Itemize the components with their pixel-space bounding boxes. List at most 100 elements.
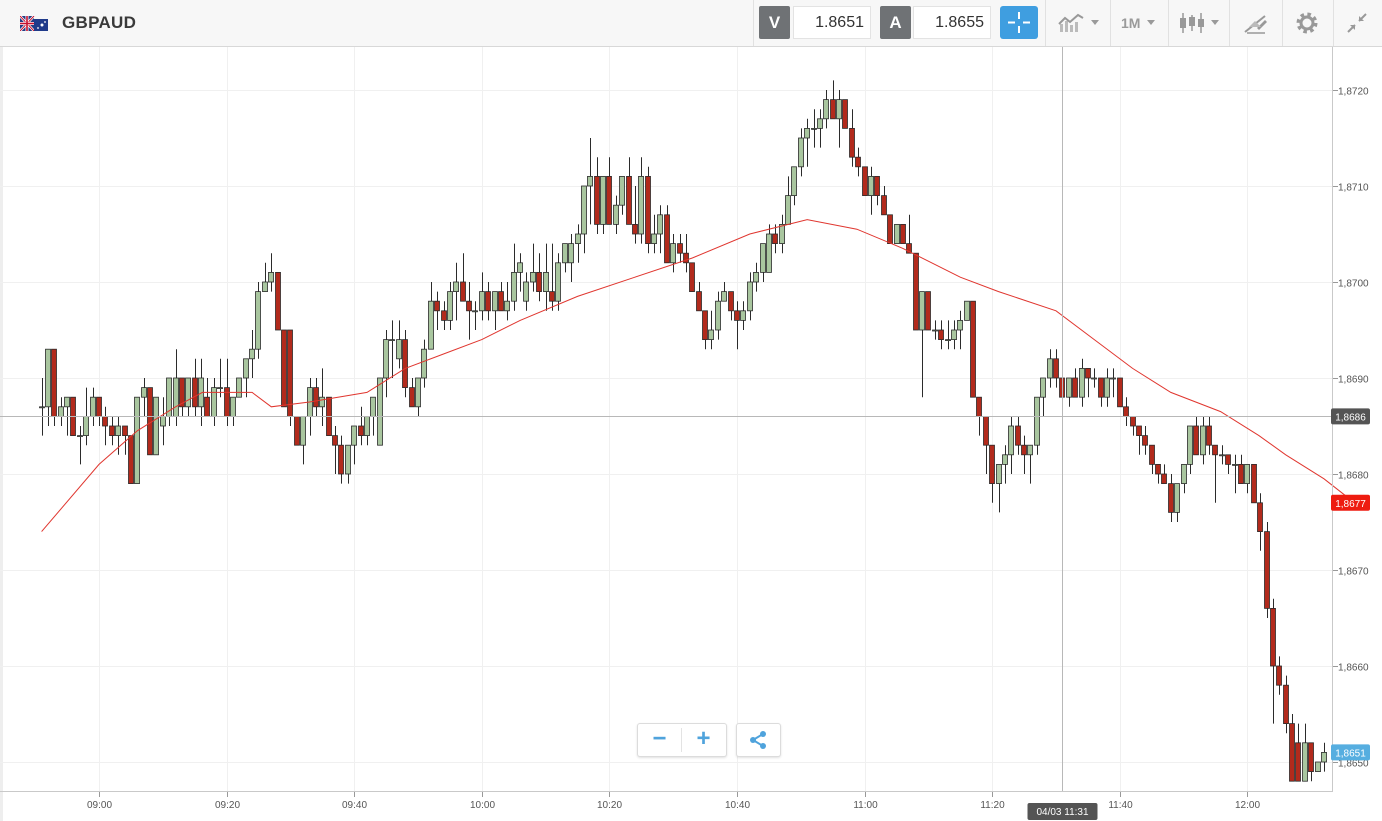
chart-type-icon xyxy=(1058,13,1084,32)
crosshair-time-tag xyxy=(1027,803,1098,820)
divider xyxy=(1333,0,1334,46)
candle-down xyxy=(1136,425,1142,436)
sell-price[interactable]: 1.8651 xyxy=(793,6,871,39)
candle-up xyxy=(657,214,663,235)
candle-up xyxy=(345,444,351,475)
candle-down xyxy=(332,435,338,446)
candle-down xyxy=(1142,435,1148,446)
candle-up xyxy=(785,195,791,225)
candle-up xyxy=(721,291,727,302)
price-tick-label: 1,8660 xyxy=(1338,663,1369,674)
sell-label[interactable]: V xyxy=(759,6,790,39)
candle-down xyxy=(1283,684,1289,725)
candle-up xyxy=(530,271,536,283)
settings-button[interactable] xyxy=(1284,0,1332,46)
candle-down xyxy=(689,262,695,293)
candle-down xyxy=(409,387,415,408)
candle-down xyxy=(1123,406,1129,417)
candle-down xyxy=(1021,444,1027,456)
crosshair-button[interactable] xyxy=(1000,6,1038,39)
candle-up xyxy=(1027,444,1033,456)
candle-down xyxy=(1308,742,1314,772)
candle-up xyxy=(447,291,453,321)
candle-up xyxy=(779,223,785,244)
candle-up xyxy=(543,271,549,292)
price-tick-label: 1,8700 xyxy=(1338,279,1369,290)
zoom-in-button[interactable]: + xyxy=(696,725,711,752)
candle-up xyxy=(39,406,45,409)
candle-up xyxy=(1315,761,1321,772)
candles-button[interactable] xyxy=(1170,0,1228,46)
candle-down xyxy=(102,415,108,427)
candle-down xyxy=(1289,723,1295,782)
zoom-out-button[interactable]: − xyxy=(652,725,667,752)
candle-down xyxy=(338,444,344,475)
candle-down xyxy=(874,175,880,196)
candle-down xyxy=(1015,425,1021,446)
candle-up xyxy=(1002,454,1008,465)
divider xyxy=(1045,0,1046,46)
candle-up xyxy=(1244,463,1250,484)
crosshair-price-tag-label: 1,8686 xyxy=(1335,412,1366,423)
divider xyxy=(1110,0,1111,46)
candle-down xyxy=(1168,483,1174,513)
candle-down xyxy=(702,310,708,340)
candle-up xyxy=(951,329,957,340)
candle-up xyxy=(868,175,874,196)
candle-up xyxy=(77,435,83,438)
candle-down xyxy=(606,175,612,225)
chart-type-button[interactable] xyxy=(1050,0,1110,46)
candle-down xyxy=(275,271,281,331)
candle-down xyxy=(1130,415,1136,427)
candle-up xyxy=(1302,742,1308,782)
candle-up xyxy=(619,175,625,206)
candle-up xyxy=(894,223,900,244)
timeframe-button[interactable]: 1M xyxy=(1112,0,1167,46)
candle-down xyxy=(1212,444,1218,456)
candle-up xyxy=(1104,377,1110,398)
candle-up xyxy=(134,396,140,485)
candle-down xyxy=(179,377,185,408)
divider xyxy=(753,0,754,46)
candle-down xyxy=(830,99,836,120)
draw-button[interactable] xyxy=(1231,0,1281,46)
candle-down xyxy=(1264,531,1270,609)
collapse-button[interactable] xyxy=(1335,0,1381,46)
left-edge xyxy=(0,47,3,821)
candle-down xyxy=(122,425,128,436)
candle-down xyxy=(983,415,989,446)
share-button[interactable] xyxy=(736,723,781,757)
candle-up xyxy=(747,281,753,312)
candle-up xyxy=(1321,752,1327,763)
candle-up xyxy=(575,233,581,244)
candle-down xyxy=(1251,463,1257,504)
divider xyxy=(1282,0,1283,46)
candle-down xyxy=(498,291,504,312)
candle-up xyxy=(351,425,357,446)
buy-label[interactable]: A xyxy=(880,6,911,39)
price-chart[interactable]: 1,87201,87101,87001,86901,86801,86701,86… xyxy=(0,47,1382,821)
candle-up xyxy=(370,396,376,417)
candle-down xyxy=(696,291,702,312)
candle-down xyxy=(772,233,778,244)
buy-price[interactable]: 1.8655 xyxy=(913,6,991,39)
candle-down xyxy=(976,396,982,417)
candle-up xyxy=(1040,377,1046,398)
candle-down xyxy=(192,377,198,408)
candle-down xyxy=(728,291,734,312)
candle-down xyxy=(313,387,319,408)
collapse-icon xyxy=(1347,13,1367,33)
candle-up xyxy=(1047,358,1053,379)
candle-down xyxy=(734,310,740,321)
candle-up xyxy=(64,396,70,408)
candle-up xyxy=(300,415,306,446)
candle-up xyxy=(562,243,568,264)
candle-up xyxy=(141,387,147,398)
candle-up xyxy=(364,415,370,436)
candle-up xyxy=(243,358,249,379)
time-tick-label: 11:00 xyxy=(853,800,878,811)
candle-down xyxy=(128,435,134,485)
candle-down xyxy=(1270,608,1276,667)
candle-up xyxy=(1219,454,1225,457)
candle-down xyxy=(1098,377,1104,398)
